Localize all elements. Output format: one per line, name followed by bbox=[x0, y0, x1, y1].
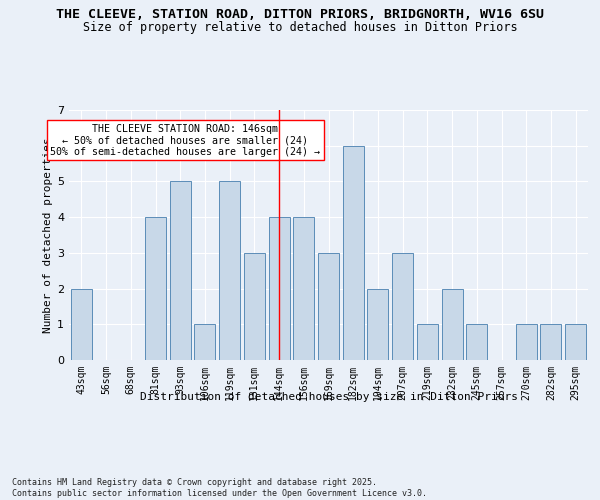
Bar bbox=[392, 253, 413, 360]
Bar bbox=[541, 324, 562, 360]
Bar bbox=[367, 288, 388, 360]
Bar bbox=[293, 217, 314, 360]
Text: THE CLEEVE STATION ROAD: 146sqm
← 50% of detached houses are smaller (24)
50% of: THE CLEEVE STATION ROAD: 146sqm ← 50% of… bbox=[50, 124, 320, 157]
Text: Size of property relative to detached houses in Ditton Priors: Size of property relative to detached ho… bbox=[83, 21, 517, 34]
Bar bbox=[318, 253, 339, 360]
Bar bbox=[219, 182, 240, 360]
Bar bbox=[194, 324, 215, 360]
Bar bbox=[466, 324, 487, 360]
Y-axis label: Number of detached properties: Number of detached properties bbox=[43, 137, 53, 333]
Bar bbox=[565, 324, 586, 360]
Bar bbox=[442, 288, 463, 360]
Bar bbox=[516, 324, 537, 360]
Bar bbox=[343, 146, 364, 360]
Text: THE CLEEVE, STATION ROAD, DITTON PRIORS, BRIDGNORTH, WV16 6SU: THE CLEEVE, STATION ROAD, DITTON PRIORS,… bbox=[56, 8, 544, 20]
Text: Contains HM Land Registry data © Crown copyright and database right 2025.
Contai: Contains HM Land Registry data © Crown c… bbox=[12, 478, 427, 498]
Text: Distribution of detached houses by size in Ditton Priors: Distribution of detached houses by size … bbox=[140, 392, 518, 402]
Bar bbox=[269, 217, 290, 360]
Bar bbox=[71, 288, 92, 360]
Bar bbox=[417, 324, 438, 360]
Bar bbox=[145, 217, 166, 360]
Bar bbox=[170, 182, 191, 360]
Bar bbox=[244, 253, 265, 360]
